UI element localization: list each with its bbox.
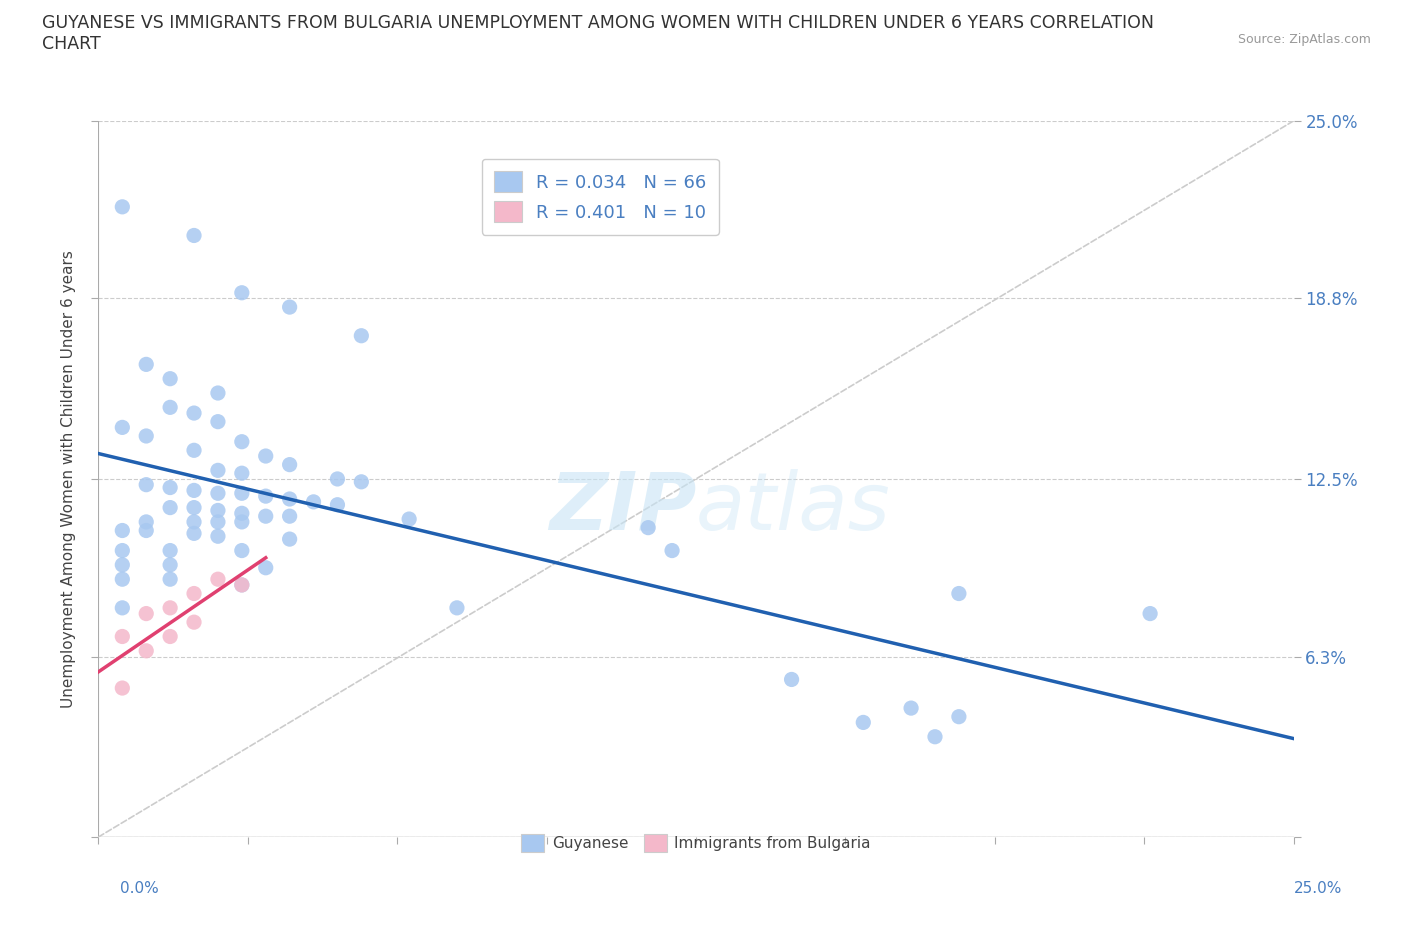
Point: [278, 509, 301, 524]
Point: [111, 681, 134, 696]
Point: [135, 357, 157, 372]
Point: [159, 500, 181, 515]
Point: [326, 498, 349, 512]
Point: [159, 480, 181, 495]
Point: [183, 500, 205, 515]
Legend: Guyanese, Immigrants from Bulgaria: Guyanese, Immigrants from Bulgaria: [515, 828, 877, 858]
Text: ZIP: ZIP: [548, 469, 696, 547]
Point: [159, 400, 181, 415]
Point: [183, 483, 205, 498]
Point: [398, 512, 420, 526]
Point: [183, 514, 205, 529]
Point: [207, 386, 229, 401]
Point: [278, 299, 301, 314]
Point: [135, 606, 157, 621]
Point: [302, 495, 325, 510]
Point: [231, 514, 253, 529]
Point: [231, 543, 253, 558]
Point: [159, 572, 181, 587]
Point: [900, 700, 922, 715]
Point: [111, 601, 134, 616]
Point: [207, 485, 229, 500]
Text: atlas: atlas: [696, 469, 891, 547]
Text: GUYANESE VS IMMIGRANTS FROM BULGARIA UNEMPLOYMENT AMONG WOMEN WITH CHILDREN UNDE: GUYANESE VS IMMIGRANTS FROM BULGARIA UNE…: [42, 14, 1154, 53]
Point: [207, 503, 229, 518]
Point: [231, 466, 253, 481]
Point: [183, 526, 205, 541]
Point: [780, 672, 803, 687]
Point: [231, 578, 253, 592]
Point: [135, 514, 157, 529]
Text: 25.0%: 25.0%: [1295, 881, 1343, 896]
Point: [111, 557, 134, 572]
Point: [637, 520, 659, 535]
Point: [207, 514, 229, 529]
Text: 0.0%: 0.0%: [120, 881, 159, 896]
Point: [350, 474, 373, 489]
Point: [159, 557, 181, 572]
Point: [254, 509, 277, 524]
Point: [446, 601, 468, 616]
Point: [924, 729, 946, 744]
Point: [231, 286, 253, 300]
Point: [231, 506, 253, 521]
Point: [111, 572, 134, 587]
Point: [111, 543, 134, 558]
Point: [1139, 606, 1161, 621]
Point: [183, 228, 205, 243]
Point: [135, 644, 157, 658]
Point: [159, 371, 181, 386]
Y-axis label: Unemployment Among Women with Children Under 6 years: Unemployment Among Women with Children U…: [60, 250, 76, 708]
Point: [183, 405, 205, 420]
Point: [207, 414, 229, 429]
Point: [254, 448, 277, 463]
Text: Source: ZipAtlas.com: Source: ZipAtlas.com: [1237, 33, 1371, 46]
Point: [207, 463, 229, 478]
Point: [661, 543, 683, 558]
Point: [948, 710, 970, 724]
Point: [278, 492, 301, 507]
Point: [231, 578, 253, 592]
Point: [278, 458, 301, 472]
Point: [207, 529, 229, 544]
Point: [207, 572, 229, 587]
Point: [231, 485, 253, 500]
Point: [111, 629, 134, 644]
Point: [159, 601, 181, 616]
Point: [350, 328, 373, 343]
Point: [135, 429, 157, 444]
Point: [254, 560, 277, 575]
Point: [159, 629, 181, 644]
Point: [111, 420, 134, 435]
Point: [254, 488, 277, 503]
Point: [183, 586, 205, 601]
Point: [111, 199, 134, 214]
Point: [231, 434, 253, 449]
Point: [852, 715, 875, 730]
Point: [135, 523, 157, 538]
Point: [159, 543, 181, 558]
Point: [183, 443, 205, 458]
Point: [278, 532, 301, 547]
Point: [135, 477, 157, 492]
Point: [326, 472, 349, 486]
Point: [948, 586, 970, 601]
Point: [183, 615, 205, 630]
Point: [111, 523, 134, 538]
